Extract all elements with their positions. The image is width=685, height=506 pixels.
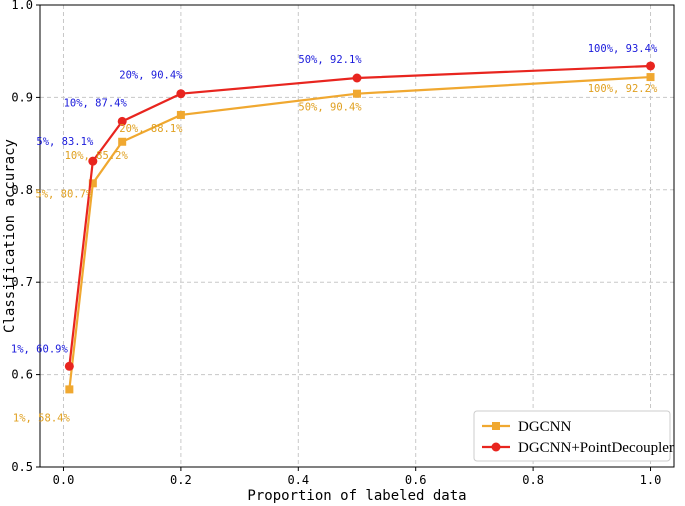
dgcnn-marker — [353, 89, 361, 98]
x-tick-label: 0.0 — [53, 473, 75, 487]
x-tick-label: 0.6 — [405, 473, 427, 487]
dgcnn-marker — [88, 179, 97, 188]
data-label: 1%, 58.4% — [13, 412, 71, 424]
series-line-1 — [68, 64, 651, 367]
y-tick-label: 0.7 — [11, 275, 33, 289]
data-label: 20%, 90.4% — [119, 70, 183, 82]
axis-ticks: 0.0 0.2 0.4 0.6 0.8 1.0 0.5 0.6 0.7 0.8 0.9 1.0 — [11, 0, 661, 487]
data-label: 10%, 85.2% — [65, 150, 129, 162]
pointdecoupler-marker — [176, 89, 186, 99]
pointdecoupler-marker — [646, 61, 656, 71]
series-layer — [64, 61, 656, 394]
pointdecoupler-marker — [88, 156, 98, 166]
pointdecoupler-marker — [117, 116, 127, 126]
data-label: 1%, 60.9% — [11, 343, 69, 355]
legend-marker-circle — [491, 442, 501, 452]
x-axis-label: Proportion of labeled data — [247, 488, 466, 504]
plot-frame — [39, 4, 675, 468]
data-label: 100%, 93.4% — [588, 43, 658, 55]
y-tick-label: 1.0 — [11, 0, 33, 12]
legend-box — [473, 410, 671, 462]
series-line-0 — [68, 75, 651, 390]
legend: DGCNN DGCNN+PointDecoupler — [473, 410, 674, 462]
data-label: 20%, 88.1% — [119, 123, 183, 135]
legend-entry: DGCNN+PointDecoupler — [518, 440, 674, 456]
dgcnn-marker — [646, 73, 655, 82]
legend-entry: DGCNN — [518, 419, 572, 435]
data-label: 5%, 80.7% — [35, 188, 93, 200]
y-tick-label: 0.6 — [11, 368, 33, 382]
x-tick-label: 1.0 — [640, 473, 662, 487]
data-label: 50%, 90.4% — [298, 102, 362, 114]
x-tick-label: 0.2 — [170, 473, 192, 487]
pointdecoupler-marker — [352, 73, 362, 83]
data-labels: 1%, 58.4% 5%, 80.7% 10%, 85.2% 20%, 88.1% 50… — [11, 43, 658, 424]
x-tick-label: 0.4 — [287, 473, 309, 487]
y-tick-label: 0.8 — [11, 183, 33, 197]
legend-marker-square — [492, 422, 500, 430]
y-axis-label: Classification accuracy — [2, 139, 18, 333]
data-label: 10%, 87.4% — [64, 97, 128, 109]
data-label: 100%, 92.2% — [588, 83, 658, 95]
data-label: 5%, 83.1% — [36, 136, 94, 148]
y-tick-label: 0.5 — [11, 460, 33, 474]
pointdecoupler-marker — [64, 361, 74, 371]
y-tick-label: 0.9 — [11, 90, 33, 104]
dgcnn-marker — [176, 110, 185, 119]
dgcnn-marker — [65, 385, 74, 394]
x-tick-label: 0.8 — [522, 473, 544, 487]
dgcnn-marker — [118, 137, 127, 146]
data-label: 50%, 92.1% — [298, 54, 362, 66]
